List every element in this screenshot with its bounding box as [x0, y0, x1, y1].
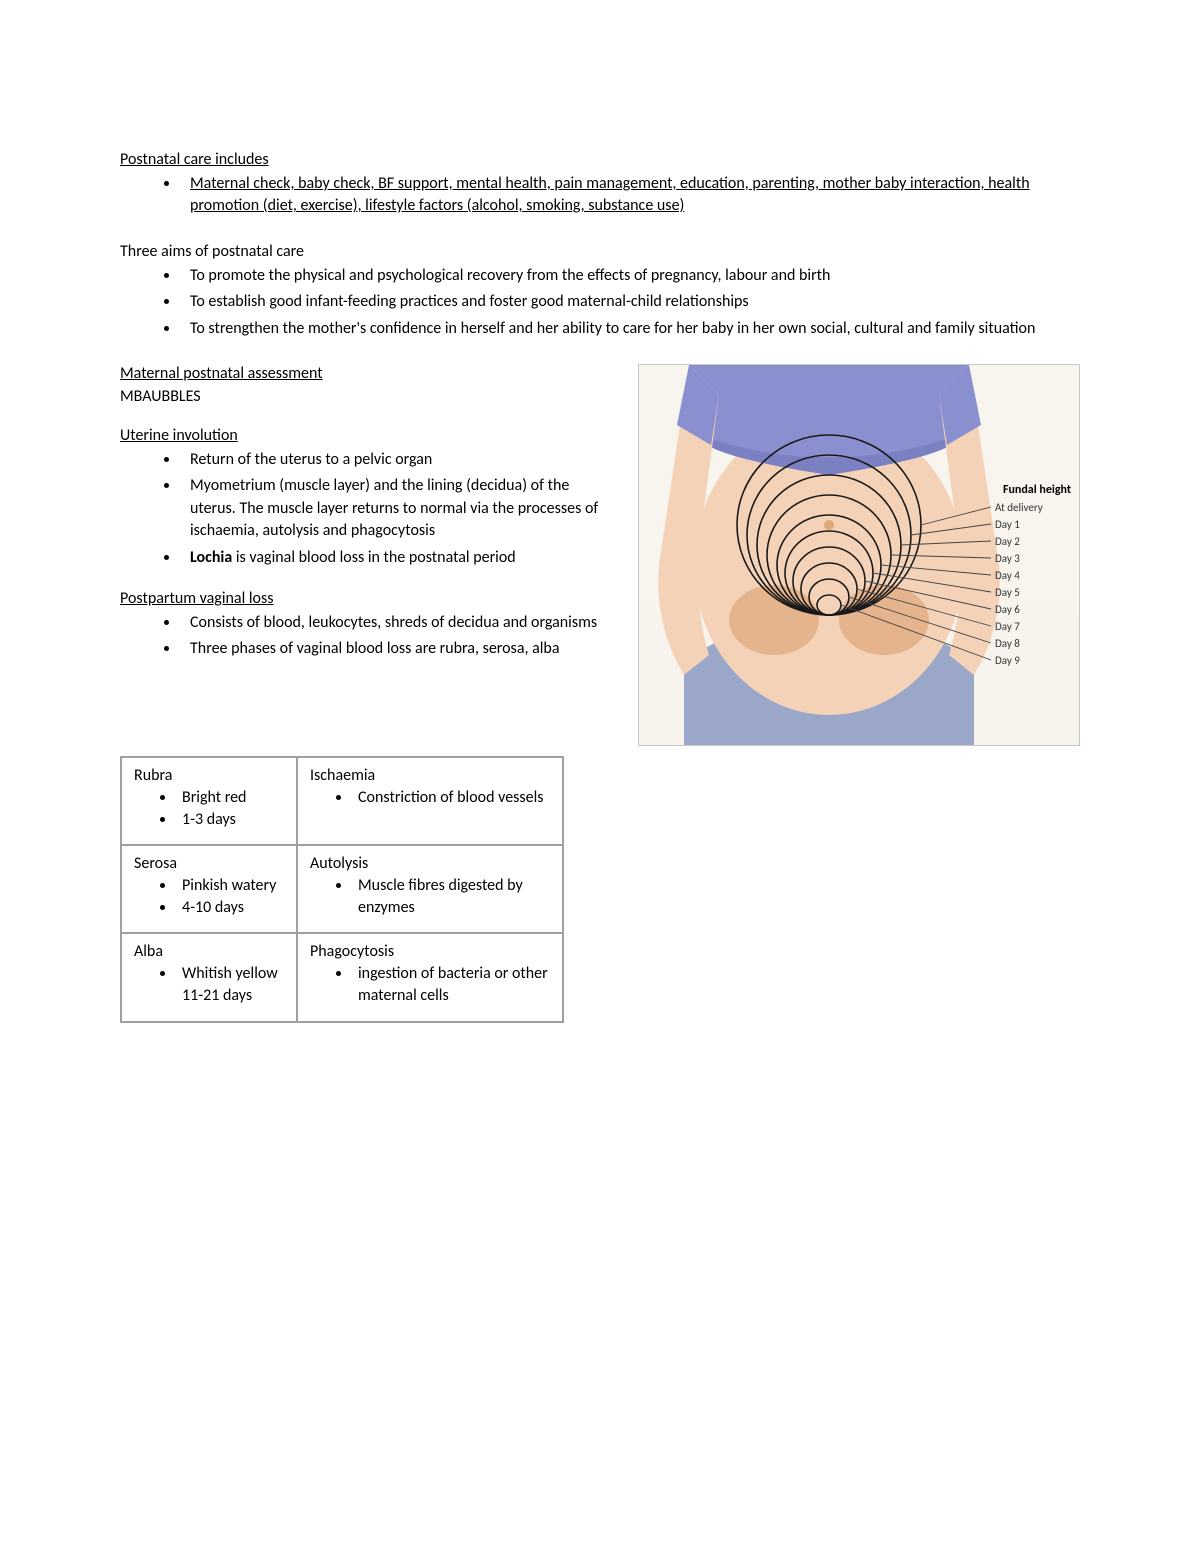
cell-list: Bright red1-3 days	[134, 787, 284, 830]
mnemonic-text: MBAUBBLES	[120, 387, 618, 406]
pelvis-left	[729, 585, 819, 655]
cell-list-item: 1-3 days	[176, 809, 284, 831]
table-cell: Rubra Bright red1-3 days	[121, 757, 297, 845]
figure-day-label: Day 5	[995, 586, 1020, 599]
cell-title: Ischaemia	[310, 766, 550, 785]
table-cell: Phagocytosis ingestion of bacteria or oth…	[297, 933, 563, 1021]
cell-title: Autolysis	[310, 854, 550, 873]
bullet-text: is vaginal blood loss in the postnatal p…	[232, 548, 515, 567]
table-row: Serosa Pinkish watery4-10 days Autolysis Mu…	[121, 845, 563, 933]
section-heading-postnatal-includes: Postnatal care includes	[120, 150, 1080, 169]
cell-list-item: Muscle fibres digested by enzymes	[352, 875, 550, 918]
document-page: Postnatal care includes Maternal check, …	[0, 0, 1200, 1123]
bullet-item: Maternal check, baby check, BF support, …	[180, 173, 1080, 218]
table-cell: Ischaemia Constriction of blood vessels	[297, 757, 563, 845]
bullet-item: To promote the physical and psychologica…	[180, 265, 1080, 287]
bullet-list: Return of the uterus to a pelvic organ M…	[120, 449, 618, 569]
cell-title: Alba	[134, 942, 284, 961]
table-row: Alba Whitish yellow 11-21 days Phagocytosi…	[121, 933, 563, 1021]
cell-title: Phagocytosis	[310, 942, 550, 961]
table-cell: Autolysis Muscle fibres digested by enzym…	[297, 845, 563, 933]
cell-list-item: ingestion of bacteria or other maternal …	[352, 963, 550, 1006]
bullet-item: Consists of blood, leukocytes, shreds of…	[180, 612, 618, 634]
navel	[824, 520, 834, 530]
cell-list: Whitish yellow 11-21 days	[134, 963, 284, 1006]
two-column-layout: Maternal postnatal assessment MBAUBBLES …	[120, 364, 1080, 746]
figure-day-label: Day 9	[995, 654, 1020, 667]
figure-day-label: Day 8	[995, 637, 1020, 650]
table-row: Rubra Bright red1-3 days Ischaemia Constric…	[121, 757, 563, 845]
bullet-item: Three phases of vaginal blood loss are r…	[180, 638, 618, 660]
figure-day-label: Day 2	[995, 535, 1020, 548]
figure-day-label: Day 7	[995, 620, 1020, 633]
cell-list-item: Bright red	[176, 787, 284, 809]
figure-title: Fundal height	[1003, 483, 1071, 497]
right-column: Fundal height At delivery Day 1 Day 2 Day 3…	[638, 364, 1080, 746]
pelvis-right	[839, 585, 929, 655]
bullet-list: To promote the physical and psychologica…	[120, 265, 1080, 340]
cell-title: Rubra	[134, 766, 284, 785]
lochia-table: Rubra Bright red1-3 days Ischaemia Constric…	[120, 756, 564, 1023]
cell-list-item: Constriction of blood vessels	[352, 787, 550, 809]
table-cell: Alba Whitish yellow 11-21 days	[121, 933, 297, 1021]
cell-title: Serosa	[134, 854, 284, 873]
figure-day-label: At delivery	[995, 501, 1043, 514]
section-heading-vaginal-loss: Postpartum vaginal loss	[120, 589, 273, 608]
bullet-item: Myometrium (muscle layer) and the lining…	[180, 475, 618, 542]
bullet-item: Lochia is vaginal blood loss in the post…	[180, 547, 618, 569]
cell-list: Pinkish watery4-10 days	[134, 875, 284, 918]
section-heading-three-aims: Three aims of postnatal care	[120, 242, 1080, 261]
cell-list-item: Whitish yellow 11-21 days	[176, 963, 284, 1006]
table-body: Rubra Bright red1-3 days Ischaemia Constric…	[121, 757, 563, 1022]
bold-term: Lochia	[190, 548, 232, 567]
cell-list-item: 4-10 days	[176, 897, 284, 919]
bullet-list: Consists of blood, leukocytes, shreds of…	[120, 612, 618, 661]
cell-list: ingestion of bacteria or other maternal …	[310, 963, 550, 1006]
cell-list: Constriction of blood vessels	[310, 787, 550, 809]
section-heading-involution: Uterine involution	[120, 426, 238, 445]
cell-list: Muscle fibres digested by enzymes	[310, 875, 550, 918]
bullet-item: Return of the uterus to a pelvic organ	[180, 449, 618, 471]
figure-day-label: Day 3	[995, 552, 1020, 565]
figure-day-label: Day 4	[995, 569, 1020, 582]
bullet-item: To strengthen the mother's confidence in…	[180, 318, 1080, 340]
left-column: Maternal postnatal assessment MBAUBBLES …	[120, 364, 618, 685]
bullet-list: Maternal check, baby check, BF support, …	[120, 173, 1080, 218]
figure-day-label: Day 6	[995, 603, 1020, 616]
figure-day-label: Day 1	[995, 518, 1020, 531]
cell-list-item: Pinkish watery	[176, 875, 284, 897]
fundal-height-figure: Fundal height At delivery Day 1 Day 2 Day 3…	[638, 364, 1080, 746]
section-heading-assessment: Maternal postnatal assessment	[120, 364, 323, 383]
bullet-item: To establish good infant-feeding practic…	[180, 291, 1080, 313]
table-cell: Serosa Pinkish watery4-10 days	[121, 845, 297, 933]
